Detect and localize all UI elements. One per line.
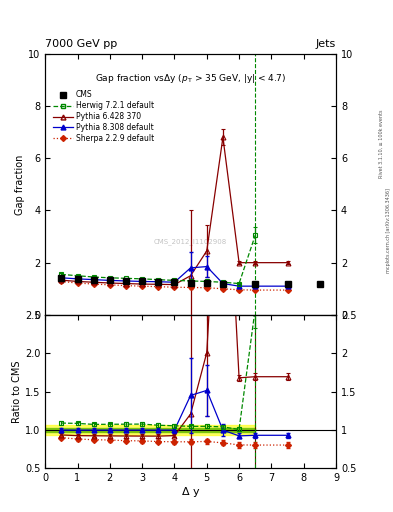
Y-axis label: Ratio to CMS: Ratio to CMS	[12, 360, 22, 423]
Legend: CMS, Herwig 7.2.1 default, Pythia 6.428 370, Pythia 8.308 default, Sherpa 2.2.9 : CMS, Herwig 7.2.1 default, Pythia 6.428 …	[52, 89, 155, 144]
Y-axis label: Gap fraction: Gap fraction	[15, 154, 25, 215]
Text: Jets: Jets	[316, 38, 336, 49]
Text: Rivet 3.1.10, ≥ 100k events: Rivet 3.1.10, ≥ 100k events	[379, 109, 384, 178]
Text: CMS_2012_I1102908: CMS_2012_I1102908	[154, 239, 227, 245]
X-axis label: $\Delta$ y: $\Delta$ y	[181, 485, 200, 499]
Text: 7000 GeV pp: 7000 GeV pp	[45, 38, 118, 49]
Text: mcplots.cern.ch [arXiv:1306.3436]: mcplots.cern.ch [arXiv:1306.3436]	[386, 188, 391, 273]
Text: Gap fraction vs$\Delta$y ($p_\mathrm{T}$ > 35 GeV, |y| < 4.7): Gap fraction vs$\Delta$y ($p_\mathrm{T}$…	[95, 72, 286, 85]
